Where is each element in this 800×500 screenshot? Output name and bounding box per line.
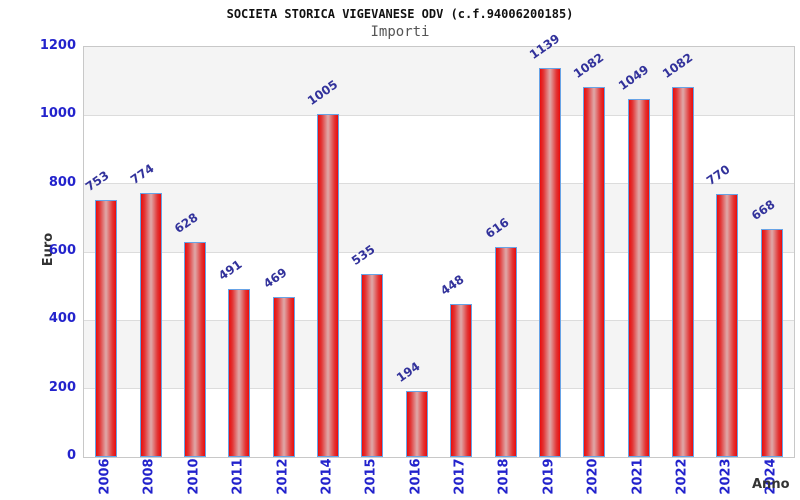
x-tick-text-2022: 2022: [674, 457, 690, 495]
x-tick-text-2011: 2011: [230, 457, 246, 495]
bar-2024: [760, 228, 783, 457]
gridline-400: [84, 319, 794, 321]
bar-2019: [538, 67, 561, 457]
x-tick-label-2019: 2019: [531, 458, 567, 494]
x-tick-label-2020: 2020: [575, 458, 611, 494]
x-tick-text-2008: 2008: [142, 457, 158, 495]
x-tick-text-2006: 2006: [97, 457, 113, 495]
x-tick-label-2012: 2012: [265, 458, 301, 494]
x-tick-label-2014: 2014: [309, 458, 345, 494]
x-tick-text-2020: 2020: [585, 457, 601, 495]
gridline-200: [84, 388, 794, 390]
plot-area: [83, 46, 795, 458]
bar-2022: [672, 87, 695, 457]
x-tick-text-2018: 2018: [497, 457, 513, 495]
x-tick-text-2014: 2014: [319, 457, 335, 495]
y-tick-label-400: 400: [48, 311, 76, 327]
x-tick-text-2021: 2021: [630, 457, 646, 495]
y-tick-label-1000: 1000: [39, 106, 76, 122]
x-tick-label-2006: 2006: [87, 458, 123, 494]
x-tick-label-2008: 2008: [132, 458, 168, 494]
bar-2014: [317, 113, 340, 457]
x-tick-text-2010: 2010: [186, 457, 202, 495]
y-tick-label-600: 600: [48, 243, 76, 258]
x-tick-label-2016: 2016: [398, 458, 434, 494]
chart-subtitle: Importi: [370, 24, 430, 40]
bar-2018: [494, 246, 517, 457]
bar-2023: [716, 193, 739, 457]
gridline-1000: [84, 114, 794, 116]
chart-title: SOCIETA STORICA VIGEVANESE ODV (c.f.9400…: [226, 7, 574, 21]
bar-2021: [627, 98, 650, 457]
x-tick-label-2015: 2015: [353, 458, 389, 494]
bar-2020: [583, 87, 606, 457]
bar-2017: [450, 303, 473, 457]
bar-2012: [272, 296, 295, 457]
x-tick-label-2021: 2021: [620, 458, 656, 494]
bar-2008: [139, 192, 162, 457]
bar-2016: [405, 390, 428, 457]
x-tick-label-2010: 2010: [176, 458, 212, 494]
bar-2006: [95, 199, 118, 457]
x-tick-text-2017: 2017: [452, 457, 468, 495]
x-tick-text-2023: 2023: [718, 457, 734, 495]
x-tick-label-2018: 2018: [487, 458, 523, 494]
y-tick-label-200: 200: [48, 379, 76, 395]
x-axis-title: Anno: [752, 477, 790, 492]
bar-2010: [183, 242, 206, 457]
y-tick-label-1200: 1200: [39, 38, 76, 53]
x-tick-text-2015: 2015: [363, 457, 379, 495]
bar-2015: [361, 274, 384, 457]
x-tick-text-2016: 2016: [408, 457, 424, 495]
x-tick-text-2012: 2012: [275, 457, 291, 495]
x-tick-label-2011: 2011: [220, 458, 256, 494]
x-tick-label-2022: 2022: [664, 458, 700, 494]
y-tick-label-0: 0: [66, 448, 76, 463]
gridline-800: [84, 183, 794, 185]
x-tick-label-2023: 2023: [708, 458, 744, 494]
y-tick-label-800: 800: [48, 174, 76, 190]
x-tick-label-2017: 2017: [442, 458, 478, 494]
bar-2011: [228, 289, 251, 457]
x-tick-text-2019: 2019: [541, 457, 557, 495]
gridline-600: [84, 251, 794, 253]
